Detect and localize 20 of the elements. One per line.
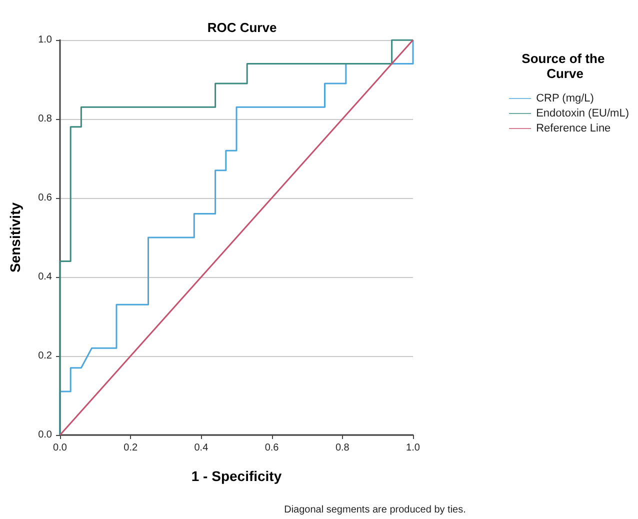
y-tick-label: 1.0 xyxy=(38,34,52,46)
x-tick-label: 0.4 xyxy=(194,442,209,454)
x-tick-label: 0.8 xyxy=(335,442,350,454)
y-tick-label: 0.0 xyxy=(38,430,52,440)
x-tick-label: 1.0 xyxy=(406,442,420,454)
legend-label: Reference Line xyxy=(536,122,611,134)
x-tick-label: 0.0 xyxy=(53,442,68,454)
legend-label: Endotoxin (EU/mL) xyxy=(536,108,630,120)
legend-title: Source of the Curve xyxy=(522,51,608,81)
x-axis-title: 1 - Specificity xyxy=(191,468,282,484)
y-tick-label: 0.2 xyxy=(38,350,52,362)
x-tick-label: 0.6 xyxy=(264,442,280,454)
text: Diagonal segments are produced by ties. xyxy=(284,504,466,516)
y-axis-title: Sensitivity xyxy=(7,202,23,273)
x-tick-label: 0.2 xyxy=(124,442,138,454)
legend-label: CRP (mg/L) xyxy=(536,92,594,104)
y-tick-label: 0.4 xyxy=(38,272,52,282)
y-tick-label: 0.6 xyxy=(38,192,52,204)
chart-title: ROC Curve xyxy=(207,20,277,35)
y-tick-label: 0.8 xyxy=(38,114,52,124)
